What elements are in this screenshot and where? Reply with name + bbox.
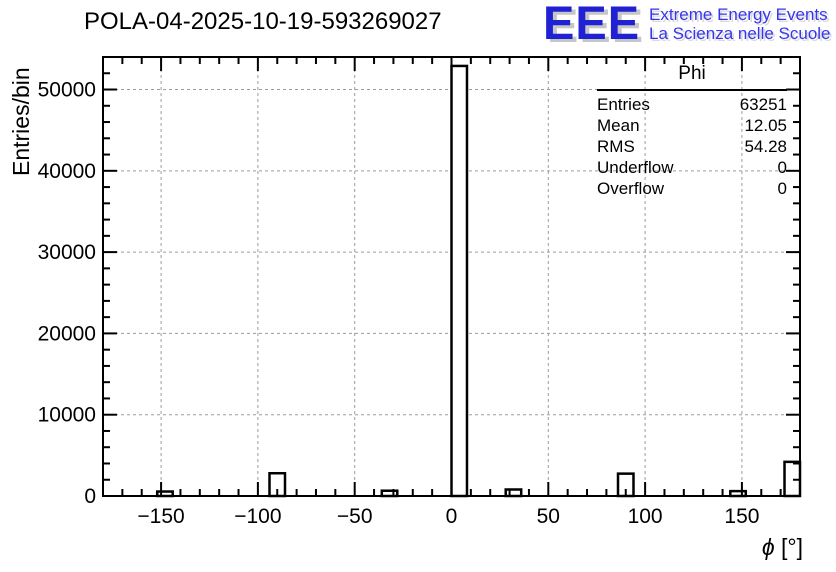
x-tick-label: 150 [724, 505, 759, 528]
stat-row-label: RMS [597, 137, 635, 156]
x-tick-label: 0 [446, 505, 458, 528]
stats-box: Phi Entries 63251 Mean 12.05 RMS 54.28 Underfl… [597, 63, 787, 199]
x-tick-label: −150 [137, 505, 184, 528]
eee-acronym: EEE [543, 0, 641, 49]
stats-title: Phi [597, 63, 787, 91]
stat-row-value: 54.28 [744, 137, 787, 156]
x-axis-title: ϕ [°] [762, 534, 803, 561]
eee-tagline-2: La Scienza nelle Scuole [649, 24, 831, 43]
stat-row-value: 63251 [739, 95, 787, 114]
y-tick-label: 20000 [38, 322, 96, 345]
stat-row-label: Entries [597, 95, 650, 114]
stat-row-label: Mean [597, 116, 640, 135]
x-tick-label: −100 [234, 505, 281, 528]
y-tick-label: 40000 [38, 160, 96, 183]
y-tick-label: 0 [84, 485, 96, 508]
stat-row-value: 12.05 [744, 116, 787, 135]
x-tick-label: 100 [628, 505, 663, 528]
stats-rows: Entries 63251 Mean 12.05 RMS 54.28 Underflow 0 O… [597, 94, 787, 199]
x-tick-label: 50 [537, 505, 560, 528]
y-tick-label: 50000 [38, 79, 96, 102]
x-tick-label: −50 [337, 505, 373, 528]
stat-row-label: Overflow [597, 179, 665, 198]
stat-row-value: 0 [777, 179, 787, 198]
stat-row-value: 0 [777, 158, 787, 177]
y-tick-label: 30000 [38, 241, 96, 264]
stat-row: Entries 63251 [597, 94, 787, 115]
y-axis-title: Entries/bin [8, 67, 34, 176]
phi-unit: [°] [774, 534, 803, 560]
stat-row: Underflow 0 [597, 157, 787, 178]
eee-tagline-1: Extreme Energy Events [649, 5, 828, 24]
y-tick-label: 10000 [38, 404, 96, 427]
eee-taglines: Extreme Energy Events La Scienza nelle S… [649, 5, 830, 43]
histogram-bar [450, 64, 469, 498]
eee-logo: EEE Extreme Energy Events La Scienza nel… [543, 0, 831, 49]
plot-title: POLA-04-2025-10-19-593269027 [84, 8, 442, 35]
stat-row-label: Underflow [597, 158, 674, 177]
phi-symbol: ϕ [761, 534, 775, 560]
stat-row: Overflow 0 [597, 178, 787, 199]
stat-row: RMS 54.28 [597, 136, 787, 157]
stat-row: Mean 12.05 [597, 115, 787, 136]
